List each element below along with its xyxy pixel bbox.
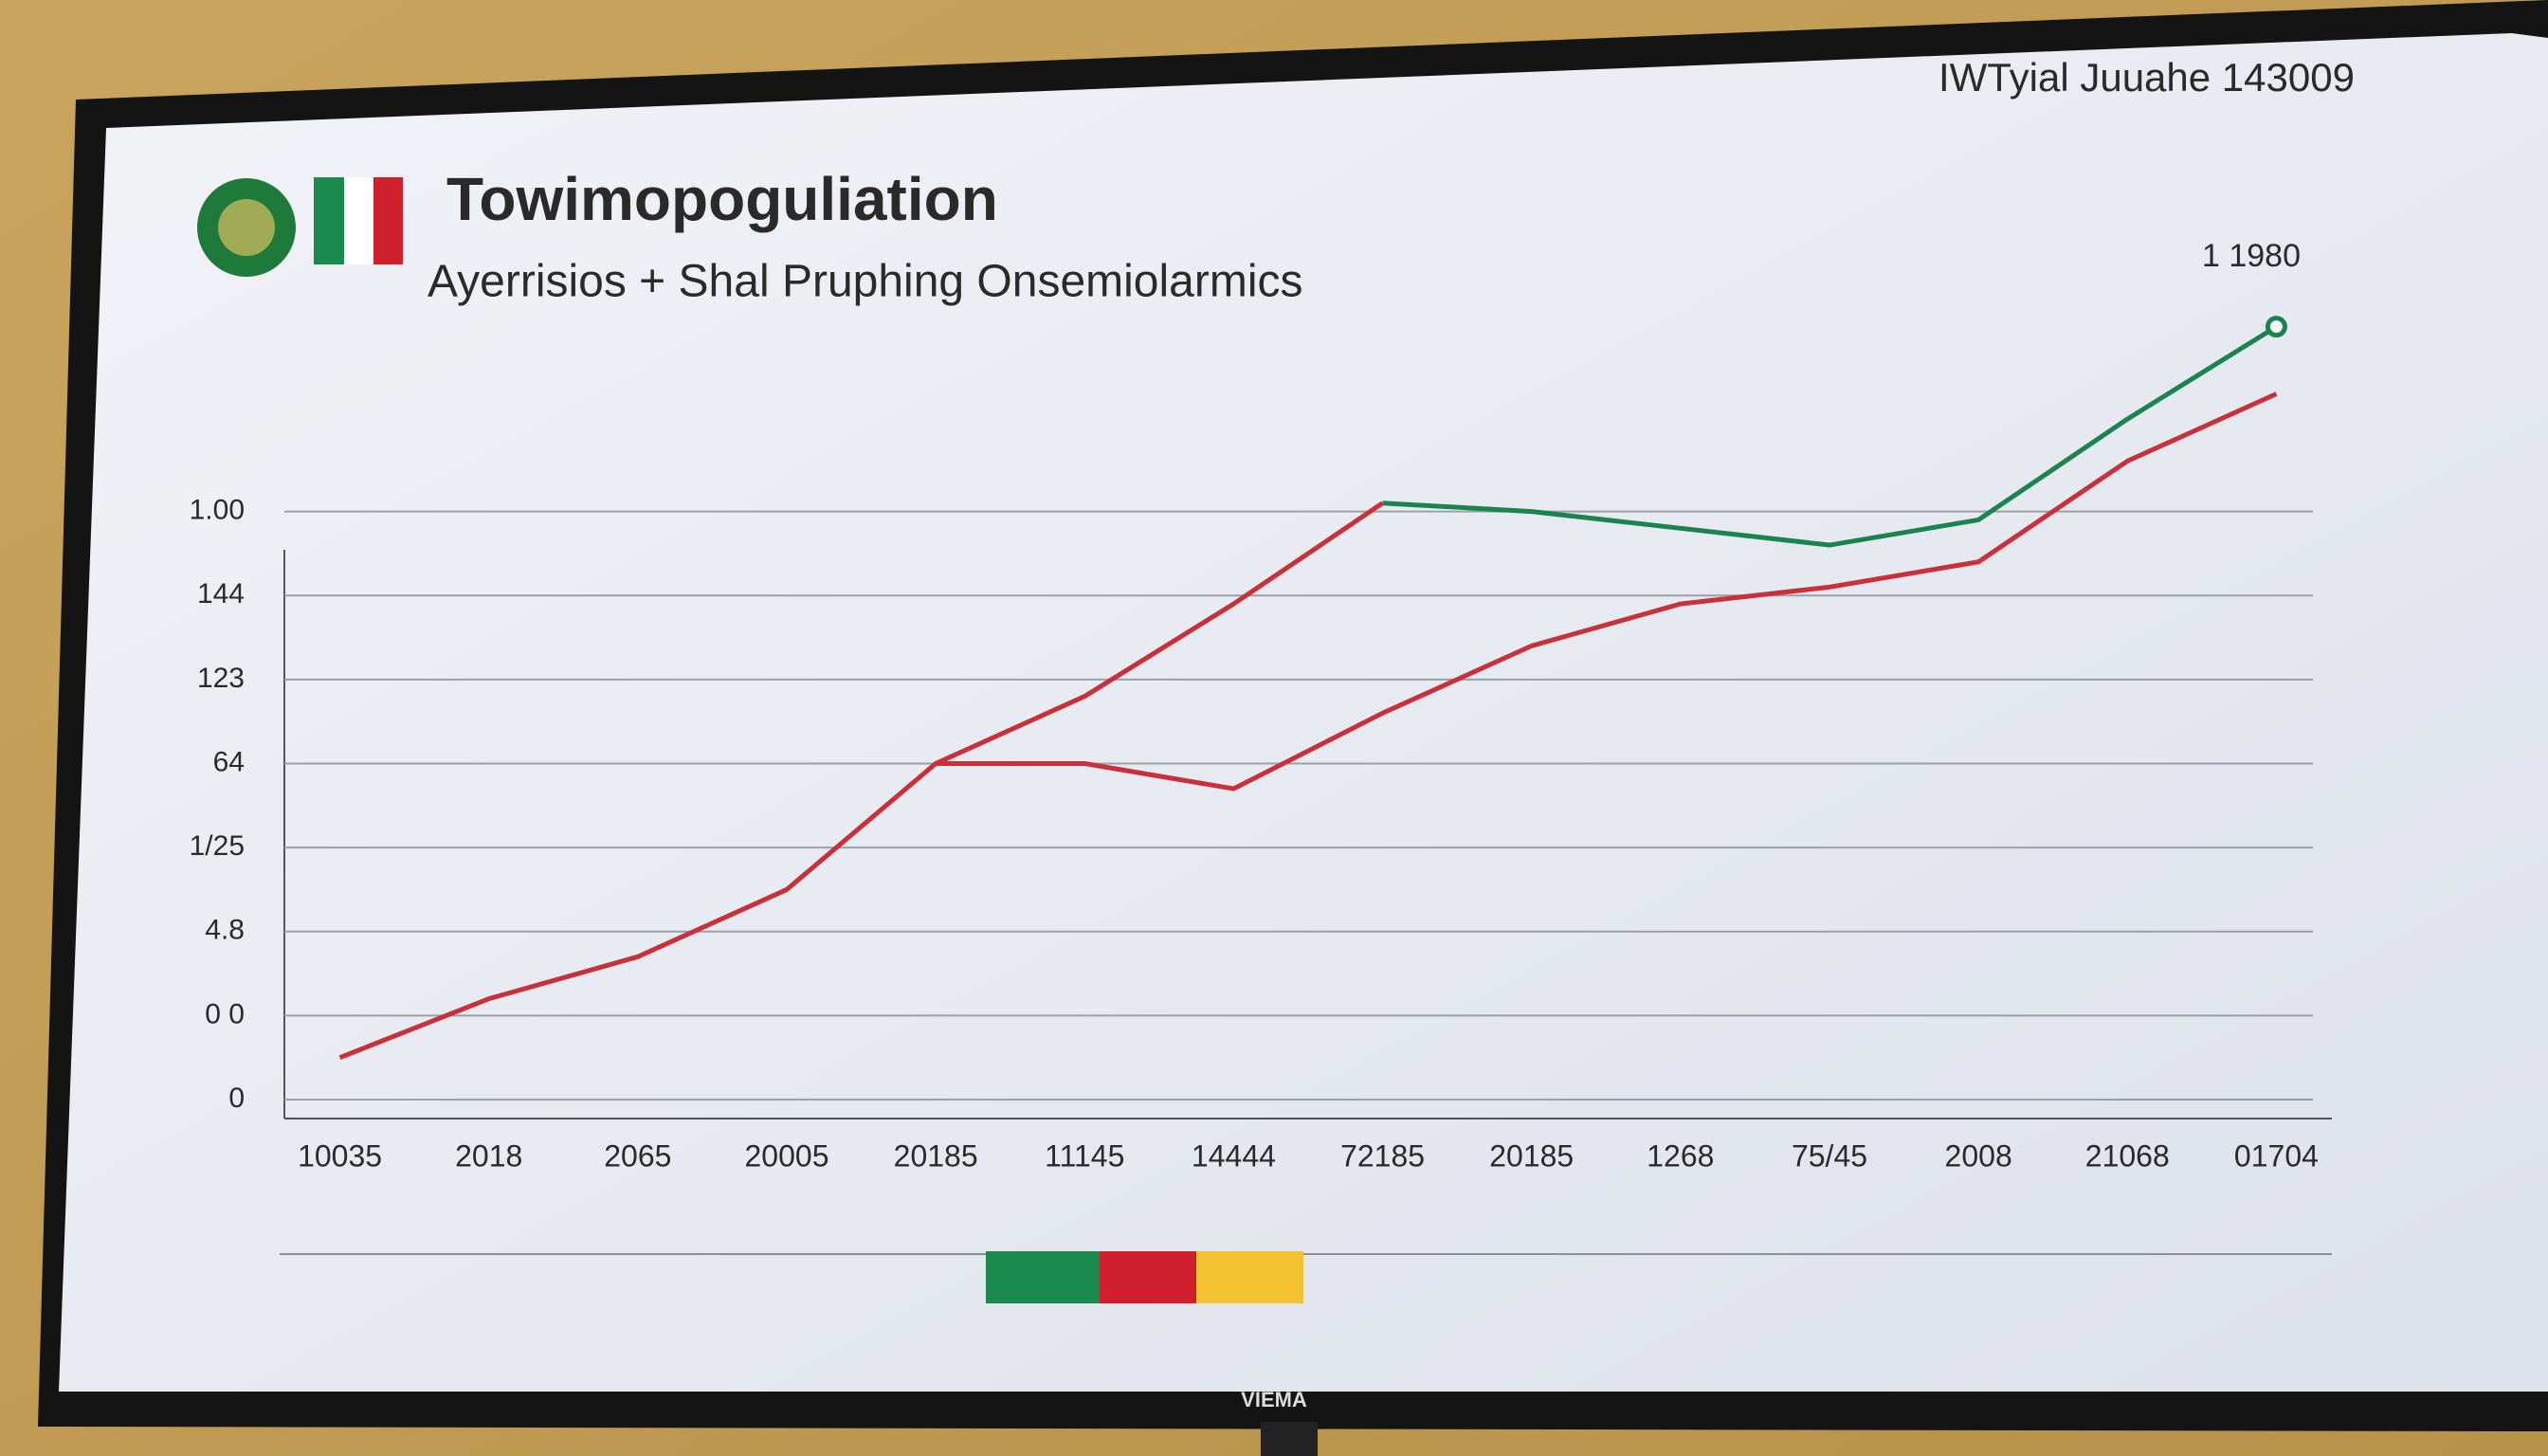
y-tick-label: 0 <box>228 1083 245 1114</box>
brand: VIEMA <box>1241 1388 1307 1411</box>
x-tick-label: 1268 <box>1647 1138 1714 1173</box>
tv-screen <box>59 33 2548 1392</box>
end-marker <box>2265 316 2287 338</box>
chart-subtitle: Ayerrisios + Shal Pruphing Onsemiolarmic… <box>428 257 1302 307</box>
x-tick-label: 75/45 <box>1792 1138 1867 1173</box>
y-tick-label: 64 <box>213 746 245 777</box>
legend-swatch <box>986 1251 1100 1303</box>
series-line <box>338 500 1384 1061</box>
x-tick-label: 2065 <box>604 1138 671 1173</box>
x-tick-label: 11145 <box>1045 1138 1124 1173</box>
y-tick-label: 4.8 <box>205 915 245 946</box>
y-tick-label: 0 0 <box>205 998 245 1029</box>
x-tick-label: 2008 <box>1945 1138 2012 1173</box>
annotation: 1 1980 <box>2202 238 2301 274</box>
chart-title: Towimopoguliation <box>446 165 998 233</box>
flag-red <box>373 177 403 264</box>
x-tick-label: 20005 <box>745 1138 829 1173</box>
x-tick-label: 21068 <box>2085 1138 2170 1173</box>
legend-swatch <box>1100 1251 1196 1303</box>
x-tick-label: 01704 <box>2234 1138 2319 1173</box>
series-line <box>1382 324 2278 548</box>
corner-text: IWTyial Juuahe 143009 <box>1938 55 2355 100</box>
flag-white <box>344 177 373 264</box>
y-tick-label: 1/25 <box>190 830 245 862</box>
x-tick-label: 20185 <box>1489 1138 1574 1173</box>
legend-swatch <box>1196 1251 1303 1303</box>
tv-stand <box>1261 1422 1318 1456</box>
flag-green <box>314 177 344 264</box>
x-tick-label: 72185 <box>1340 1138 1425 1173</box>
x-tick-label: 14444 <box>1192 1138 1276 1173</box>
y-tick-label: 1.00 <box>190 495 245 526</box>
x-tick-label: 10035 <box>298 1138 382 1173</box>
x-tick-label: 20185 <box>894 1138 978 1173</box>
logo-emblem <box>218 199 275 256</box>
series-line <box>936 391 2278 792</box>
x-tick-label: 2018 <box>455 1138 522 1173</box>
y-tick-label: 123 <box>197 663 245 694</box>
y-tick-label: 144 <box>197 578 245 610</box>
